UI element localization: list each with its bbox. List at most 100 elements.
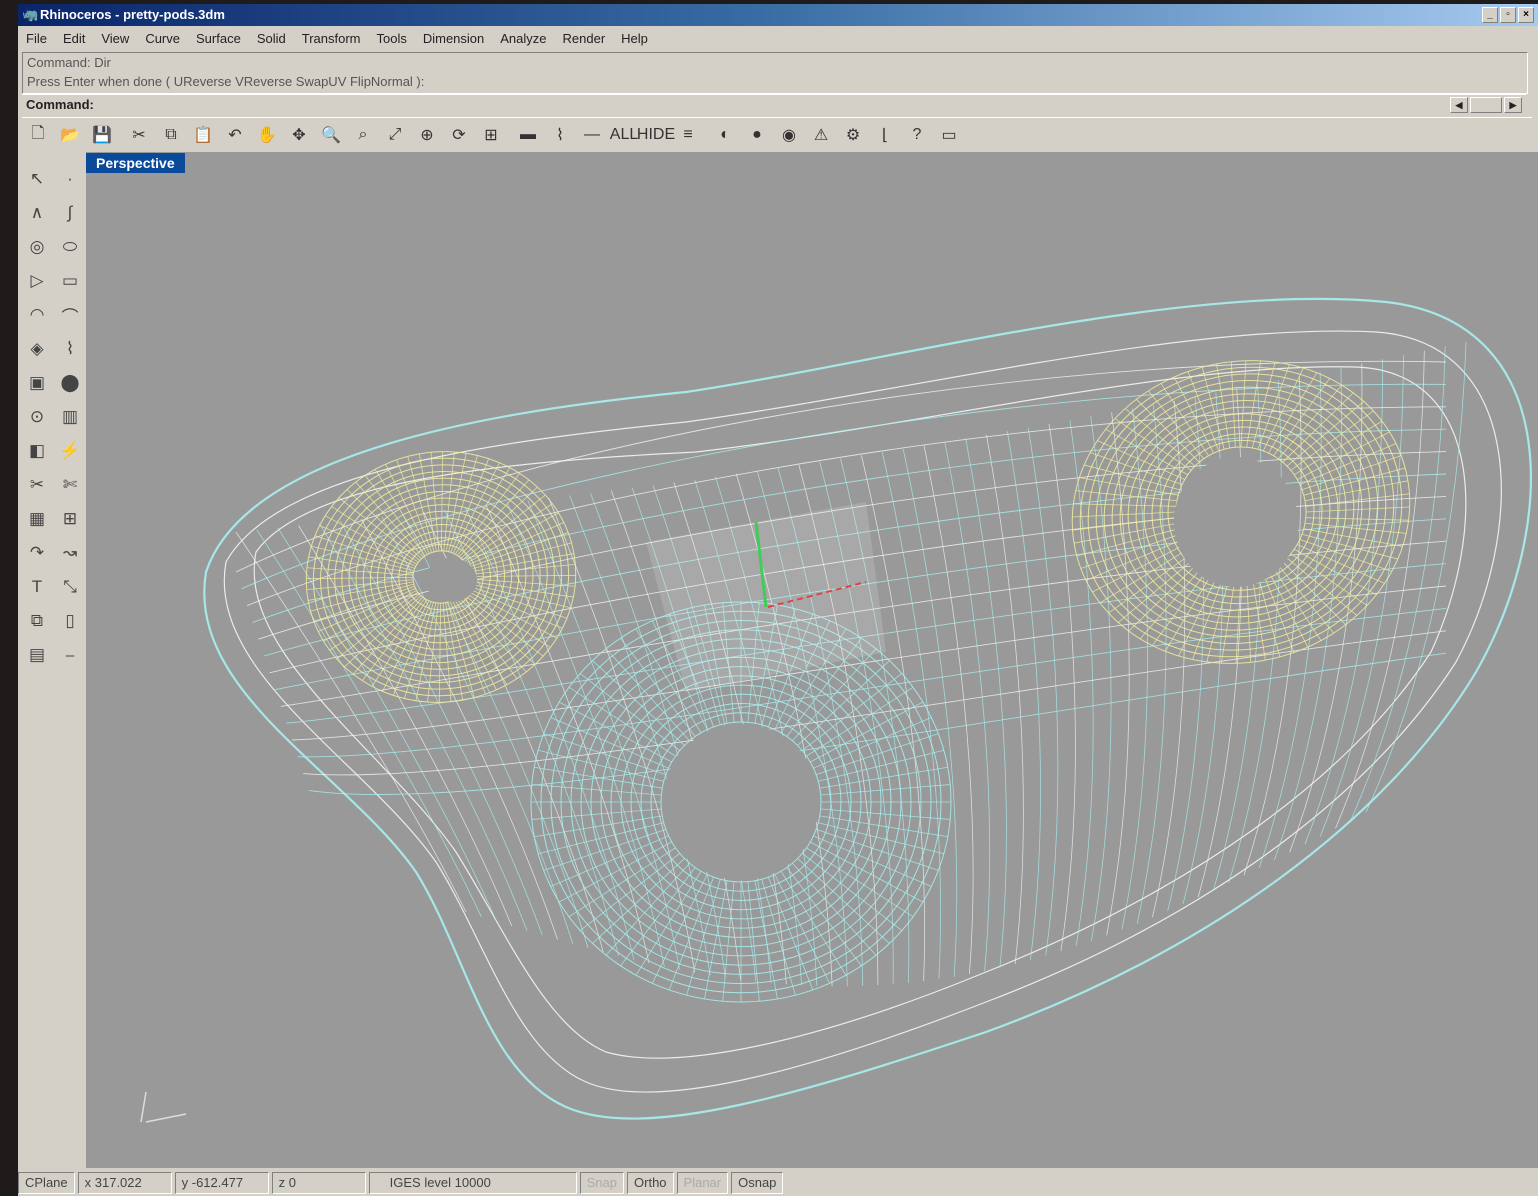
- zoom-extents-icon[interactable]: ⤢: [388, 126, 402, 143]
- surface-icon[interactable]: ◈: [30, 339, 44, 358]
- shaded-sphere-icon[interactable]: ●: [752, 126, 762, 143]
- command-prompt: Command:: [26, 97, 94, 112]
- wireframe-model: [140, 297, 1532, 1123]
- scroll-thumb[interactable]: [1470, 97, 1502, 113]
- maximize-button[interactable]: ▫: [1500, 7, 1516, 23]
- cylinder-icon[interactable]: ⊙: [29, 407, 45, 426]
- rectangle-icon[interactable]: ▭: [61, 271, 79, 290]
- trim-icon[interactable]: ✂: [29, 475, 45, 494]
- scroll-right-icon[interactable]: ▶: [1504, 97, 1522, 113]
- title-bar: 🦏 Rhinoceros - pretty-pods.3dm _ ▫ ×: [18, 4, 1538, 26]
- rhino-logo-icon: 🦏: [22, 7, 39, 22]
- save-icon[interactable]: 💾: [92, 127, 112, 144]
- x-coordinate: x 317.022: [77, 1172, 172, 1194]
- menu-bar: File Edit View Curve Surface Solid Trans…: [18, 26, 1538, 50]
- osnap-toggle[interactable]: Osnap: [731, 1172, 784, 1194]
- layer-pane[interactable]: IGES level 10000: [368, 1172, 577, 1194]
- command-history-line: Command: Dir: [27, 55, 111, 70]
- scroll-left-icon[interactable]: ◀: [1450, 97, 1468, 113]
- status-bar: CPlane x 317.022 y -612.477 z 0 IGES lev…: [18, 1170, 1538, 1196]
- point-icon[interactable]: ·: [67, 169, 73, 188]
- menu-tools[interactable]: Tools: [376, 30, 407, 46]
- select-icon[interactable]: ↖: [29, 169, 45, 188]
- command-history[interactable]: Command: Dir Press Enter when done ( URe…: [22, 52, 1528, 94]
- array-icon[interactable]: ▦: [28, 509, 46, 528]
- boolean-icon[interactable]: ▥: [61, 407, 79, 426]
- cplane-icon[interactable]: ◧: [28, 441, 46, 460]
- menu-render[interactable]: Render: [562, 30, 606, 46]
- dimension-icon[interactable]: ⤡: [63, 577, 77, 596]
- menu-view[interactable]: View: [101, 30, 130, 46]
- z-coordinate: z 0: [271, 1172, 366, 1194]
- color-wheel-icon[interactable]: ◐: [720, 126, 730, 143]
- box-icon[interactable]: ▣: [28, 373, 46, 392]
- viewport-title[interactable]: Perspective: [86, 153, 185, 173]
- dimension-icon[interactable]: ⌊: [881, 127, 889, 144]
- menu-curve[interactable]: Curve: [145, 30, 180, 46]
- render-sphere-icon[interactable]: ◉: [782, 127, 796, 144]
- four-viewports-icon[interactable]: ⊞: [484, 127, 498, 144]
- light-icon[interactable]: ⚠: [813, 127, 829, 144]
- mesh-icon[interactable]: ⚡: [59, 441, 81, 460]
- circle-icon[interactable]: ◎: [29, 237, 45, 256]
- sphere-icon[interactable]: ⬤: [60, 373, 80, 392]
- open-folder-icon[interactable]: 📂: [60, 127, 80, 144]
- layers-icon[interactable]: ≡: [683, 126, 693, 143]
- menu-dimension[interactable]: Dimension: [422, 30, 485, 46]
- planar-toggle[interactable]: Planar: [676, 1172, 729, 1194]
- pan-hand-icon[interactable]: ✋: [257, 127, 277, 144]
- minimize-button[interactable]: _: [1482, 7, 1498, 23]
- zoom-selected-icon[interactable]: ⊕: [420, 127, 434, 144]
- zoom-window-icon[interactable]: ⌕: [358, 126, 368, 143]
- undo-icon[interactable]: ↶: [228, 127, 242, 144]
- group-icon[interactable]: ⊞: [62, 509, 78, 528]
- command-history-line: Press Enter when done ( UReverse VRevers…: [27, 74, 425, 89]
- polyline-icon[interactable]: ∧: [30, 203, 44, 222]
- loft-icon[interactable]: ⌇: [65, 339, 75, 358]
- split-icon[interactable]: ✄: [62, 475, 78, 494]
- curve-tools-icon[interactable]: ↷: [29, 543, 45, 562]
- fillet-icon[interactable]: ⌒: [61, 307, 79, 327]
- ortho-toggle[interactable]: Ortho: [627, 1172, 674, 1194]
- blend-icon[interactable]: ↝: [62, 543, 78, 562]
- cplane-icon[interactable]: ▬: [520, 126, 536, 143]
- move-view-icon[interactable]: ✥: [292, 127, 306, 144]
- layout-icon[interactable]: ▯: [65, 611, 75, 630]
- menu-edit[interactable]: Edit: [62, 30, 86, 46]
- grid-icon[interactable]: ⌇: [556, 127, 564, 144]
- menu-surface[interactable]: Surface: [196, 30, 241, 46]
- new-file-icon[interactable]: 🗋: [31, 124, 45, 142]
- all-icon[interactable]: ALL: [609, 126, 639, 143]
- menu-analyze[interactable]: Analyze: [500, 30, 547, 46]
- rotate-view-icon[interactable]: ⟳: [452, 127, 466, 144]
- menu-file[interactable]: File: [26, 30, 47, 46]
- line-icon[interactable]: —: [584, 126, 600, 143]
- curve-icon[interactable]: ∫: [67, 203, 73, 222]
- zoom-icon[interactable]: 🔍: [321, 127, 341, 144]
- properties-icon[interactable]: ▭: [941, 127, 957, 144]
- cplane-indicator[interactable]: CPlane: [18, 1172, 75, 1194]
- ellipse-icon[interactable]: ⬭: [62, 237, 78, 256]
- perspective-viewport[interactable]: Perspective: [86, 152, 1538, 1168]
- menu-solid[interactable]: Solid: [256, 30, 286, 46]
- arc-icon[interactable]: ◠: [29, 305, 45, 324]
- hide-icon[interactable]: HIDE: [636, 126, 676, 143]
- measure-icon[interactable]: ⎯: [65, 645, 75, 664]
- copy-icon[interactable]: ⧉: [165, 126, 177, 143]
- polygon-icon[interactable]: ▷: [30, 271, 44, 290]
- window-title: Rhinoceros - pretty-pods.3dm: [40, 7, 225, 22]
- transform-icon[interactable]: ⧉: [30, 611, 44, 630]
- command-line[interactable]: Command: ◀ ▶: [22, 94, 1526, 115]
- snap-toggle[interactable]: Snap: [579, 1172, 625, 1194]
- menu-transform[interactable]: Transform: [301, 30, 361, 46]
- app-window: 🦏 Rhinoceros - pretty-pods.3dm _ ▫ × Fil…: [18, 4, 1538, 1196]
- help-icon[interactable]: ?: [912, 126, 922, 143]
- view-icon[interactable]: ▤: [28, 645, 46, 664]
- cut-icon[interactable]: ✂: [132, 127, 146, 144]
- paste-icon[interactable]: 📋: [193, 127, 213, 144]
- lock-icon[interactable]: ⚙: [845, 127, 861, 144]
- menu-help[interactable]: Help: [621, 30, 648, 46]
- standard-toolbar: 🗋 📂 💾 ✂ ⧉ 📋 ↶ ✋ ✥ 🔍 ⌕ ⤢ ⊕ ⟳ ⊞ ▬ ⌇ — ALL HIDE ≡ ◐ ● ◉ ⚠ ⚙ ⌊? ▭: [22, 117, 1532, 153]
- close-button[interactable]: ×: [1518, 7, 1534, 23]
- text-icon[interactable]: T: [31, 577, 43, 596]
